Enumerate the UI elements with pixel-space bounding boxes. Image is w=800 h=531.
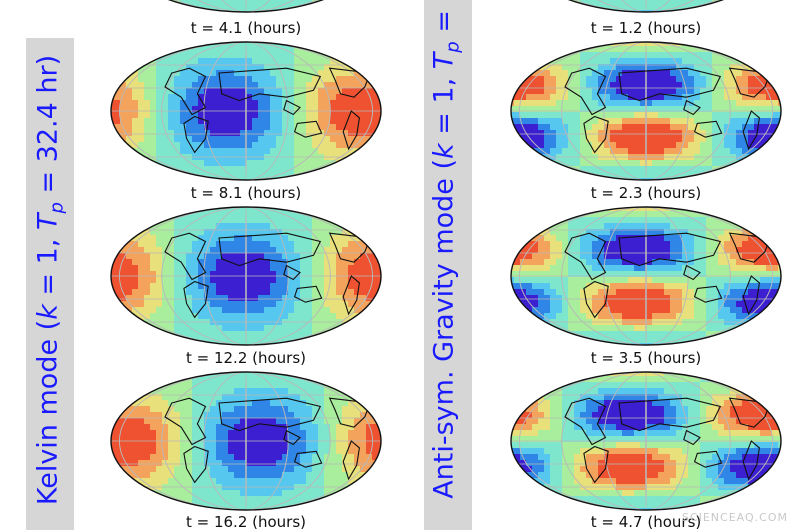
gravity-map-2 bbox=[508, 40, 784, 182]
gravity-mode-label: Anti-sym. Gravity mode (k = 1, Tp = 9.4 … bbox=[428, 0, 463, 499]
kelvin-map-3 bbox=[108, 205, 384, 347]
kelvin-caption-4: t = 16.2 (hours) bbox=[108, 513, 384, 531]
gravity-map-4 bbox=[508, 370, 784, 512]
watermark: SCIENCEAQ.COM bbox=[682, 511, 788, 524]
gravity-map-3 bbox=[508, 205, 784, 347]
kelvin-map-1 bbox=[108, 0, 384, 14]
kelvin-mode-label: Kelvin mode (k = 1, Tp = 32.4 hr) bbox=[32, 55, 67, 505]
gravity-map-1 bbox=[508, 0, 784, 14]
kelvin-caption-2: t = 8.1 (hours) bbox=[108, 184, 384, 202]
kelvin-map-2 bbox=[108, 40, 384, 182]
kelvin-caption-3: t = 12.2 (hours) bbox=[108, 349, 384, 367]
gravity-caption-2: t = 2.3 (hours) bbox=[508, 184, 784, 202]
gravity-caption-1: t = 1.2 (hours) bbox=[508, 19, 784, 37]
kelvin-map-4 bbox=[108, 370, 384, 512]
kelvin-caption-1: t = 4.1 (hours) bbox=[108, 19, 384, 37]
gravity-caption-3: t = 3.5 (hours) bbox=[508, 349, 784, 367]
